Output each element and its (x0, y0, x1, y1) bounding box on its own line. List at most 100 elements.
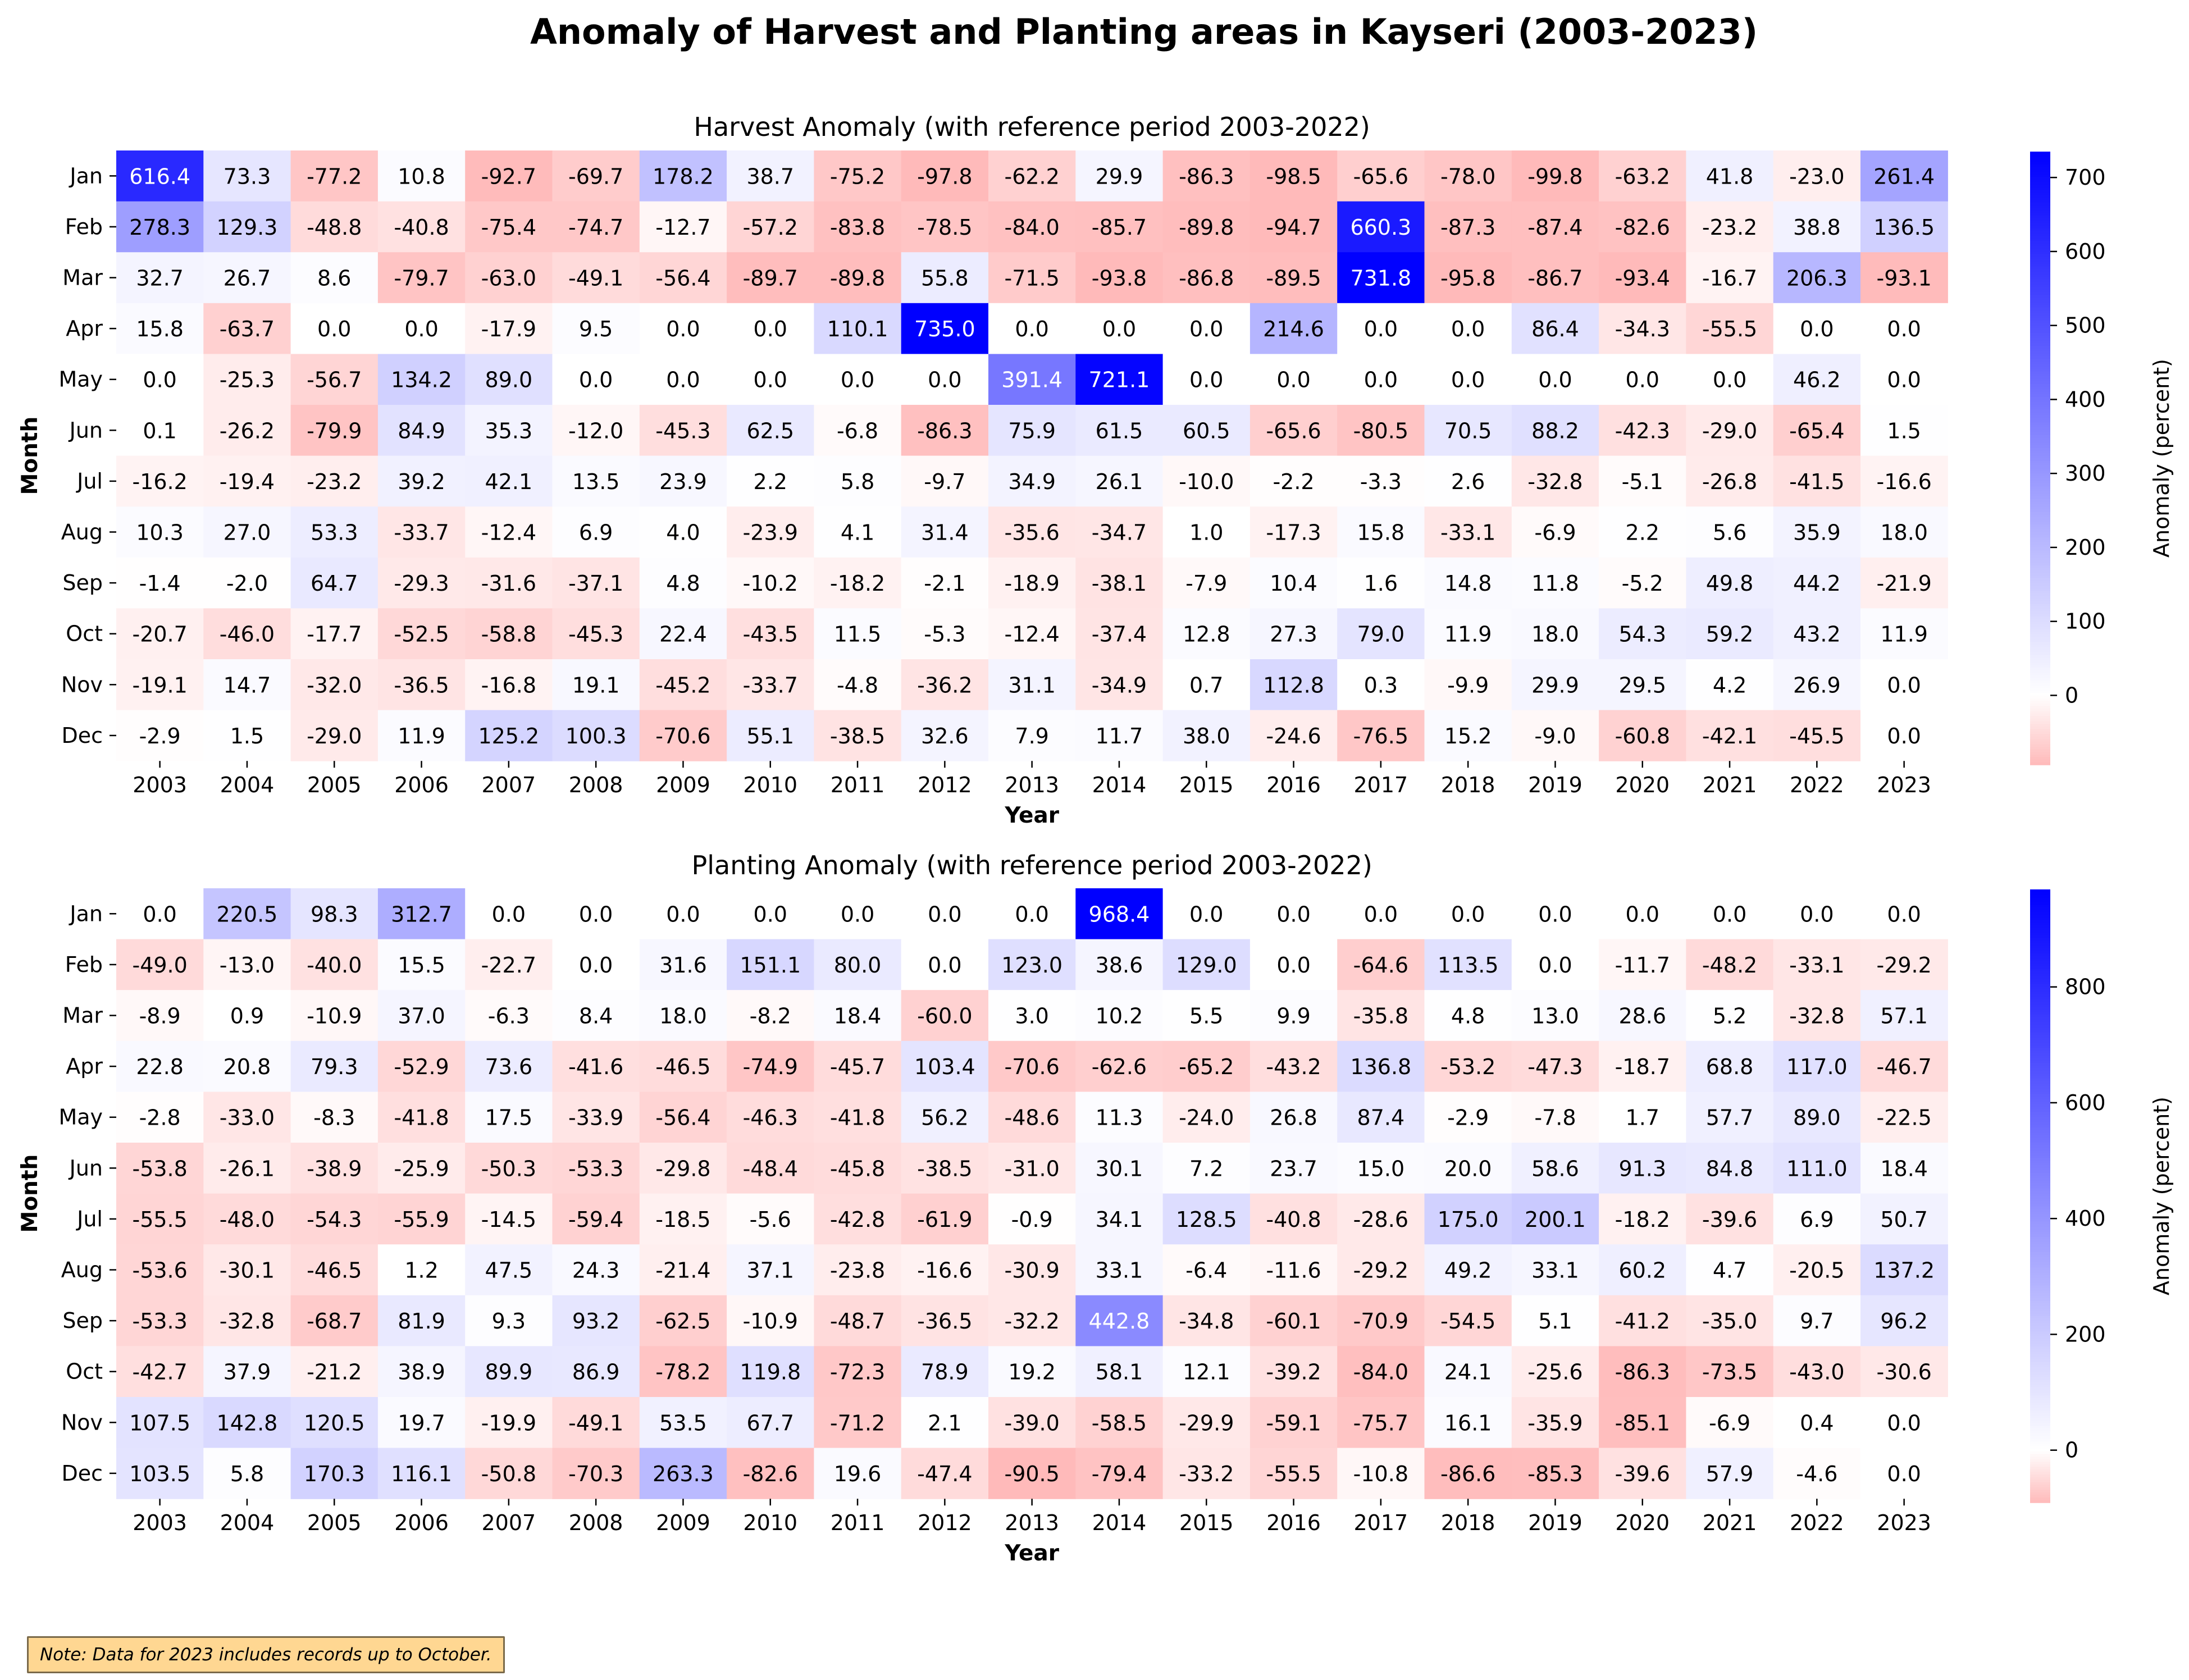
colorbar-segment (2030, 1068, 2050, 1071)
colorbar-segment (2030, 368, 2050, 372)
heatmap-cell (116, 1244, 204, 1296)
colorbar-segment (2030, 419, 2050, 423)
cell-value-label: -8.9 (139, 1004, 181, 1029)
cell-value-label: -41.8 (394, 1106, 449, 1130)
cell-value-label: 18.0 (659, 1004, 707, 1029)
cell-value-label: 31.1 (1008, 673, 1056, 697)
cell-value-label: -29.2 (1876, 953, 1931, 978)
cell-value-label: -31.6 (481, 571, 536, 596)
heatmap-cell (1773, 252, 1861, 304)
cell-value-label: 12.8 (1183, 622, 1230, 647)
heatmap-cell (116, 710, 204, 761)
cell-value-label: -26.8 (1702, 469, 1757, 494)
colorbar-segment (2030, 1380, 2050, 1383)
colorbar-segment (2030, 1162, 2050, 1166)
cell-value-label: -16.7 (1702, 266, 1757, 291)
colorbar-segment (2030, 1252, 2050, 1256)
colorbar-segment (2030, 1469, 2050, 1473)
heatmap-cell (290, 939, 378, 990)
cell-value-label: 0.0 (143, 368, 176, 392)
colorbar-segment (2030, 1451, 2050, 1455)
cell-value-label: 128.5 (1176, 1207, 1237, 1232)
cell-value-label: -33.1 (1440, 521, 1495, 545)
heatmap-cell (1162, 150, 1251, 202)
cell-value-label: 0.0 (1451, 902, 1485, 926)
colorbar-segment (2030, 386, 2050, 390)
heatmap-cell (1860, 405, 1948, 456)
colorbar-segment (2030, 1035, 2050, 1038)
cell-value-label: -34.8 (1179, 1309, 1234, 1334)
cell-value-label: -53.6 (132, 1258, 187, 1283)
heatmap-cell (1424, 1143, 1512, 1194)
cell-value-label: -11.6 (1266, 1258, 1321, 1283)
heatmap-cell (814, 608, 902, 660)
colorbar-segment (2030, 1341, 2050, 1345)
cell-value-label: 15.5 (398, 953, 445, 978)
x-axis-label: Year (1004, 803, 1059, 828)
heatmap-cell (465, 939, 553, 990)
cell-value-label: -83.8 (830, 215, 885, 240)
heatmap-cell (988, 354, 1076, 405)
cell-value-label: -38.5 (917, 1156, 972, 1181)
cell-value-label: 263.3 (653, 1462, 714, 1486)
y-axis-label: Month (17, 417, 43, 495)
cell-value-label: 10.4 (1270, 571, 1317, 596)
heatmap-cell (1337, 710, 1425, 761)
heatmap-cell (988, 888, 1076, 940)
colorbar-segment (2030, 617, 2050, 620)
cell-value-label: 4.7 (1713, 1258, 1746, 1283)
panel-title: Planting Anomaly (with reference period … (691, 850, 1372, 880)
cell-value-label: 57.9 (1706, 1462, 1754, 1486)
heatmap-cell (465, 354, 553, 405)
colorbar-segment (2030, 287, 2050, 290)
heatmap-cell (727, 710, 814, 761)
cell-value-label: 0.0 (1364, 902, 1398, 926)
colorbar-segment (2030, 581, 2050, 584)
cell-value-label: -33.9 (568, 1106, 623, 1130)
colorbar-segment (2030, 517, 2050, 520)
colorbar-segment (2030, 1362, 2050, 1366)
cell-value-label: 89.0 (1793, 1106, 1841, 1130)
heatmap-cell (1075, 1244, 1164, 1296)
cell-value-label: 59.2 (1706, 622, 1754, 647)
colorbar-segment (2030, 1305, 2050, 1309)
y-tick-label: Feb (65, 952, 103, 977)
cell-value-label: 38.9 (398, 1360, 445, 1385)
colorbar-segment (2030, 894, 2050, 898)
heatmap-cell (1424, 939, 1512, 990)
colorbar-segment (2030, 731, 2050, 735)
cell-value-label: 0.7 (1189, 673, 1223, 697)
cell-value-label: 23.9 (659, 469, 707, 494)
colorbar-segment (2030, 606, 2050, 610)
heatmap-cell (203, 1244, 291, 1296)
x-tick-label: 2023 (1877, 1510, 1931, 1535)
cell-value-label: 23.7 (1270, 1156, 1317, 1181)
heatmap-cell (727, 608, 814, 660)
heatmap-cell (1599, 1193, 1686, 1245)
colorbar-segment (2030, 622, 2050, 625)
colorbar-segment (2030, 1487, 2050, 1491)
heatmap-cell (116, 1040, 204, 1092)
heatmap-cell (988, 1244, 1076, 1296)
x-tick-label: 2003 (133, 1510, 187, 1535)
colorbar-segment (2030, 1027, 2050, 1031)
cell-value-label: -70.9 (1353, 1309, 1408, 1334)
cell-value-label: 9.9 (1276, 1004, 1310, 1029)
heatmap-cell (552, 1244, 640, 1296)
colorbar-segment (2030, 1467, 2050, 1470)
heatmap-cell (465, 1092, 553, 1143)
colorbar-segment (2030, 471, 2050, 474)
cell-value-label: -63.0 (481, 266, 536, 291)
heatmap-cell (1860, 1346, 1948, 1398)
cell-value-label: 16.1 (1444, 1410, 1492, 1435)
cell-value-label: -41.2 (1615, 1309, 1670, 1334)
colorbar-segment (2030, 1048, 2050, 1051)
cell-value-label: -22.7 (481, 953, 536, 978)
colorbar-segment (2030, 897, 2050, 900)
heatmap-cell (1075, 557, 1164, 609)
colorbar-segment (2030, 1234, 2050, 1238)
heatmap-cell (1511, 150, 1599, 202)
heatmap-cell (727, 1143, 814, 1194)
cell-value-label: -85.7 (1092, 215, 1147, 240)
cell-value-label: -32.8 (1789, 1004, 1844, 1029)
